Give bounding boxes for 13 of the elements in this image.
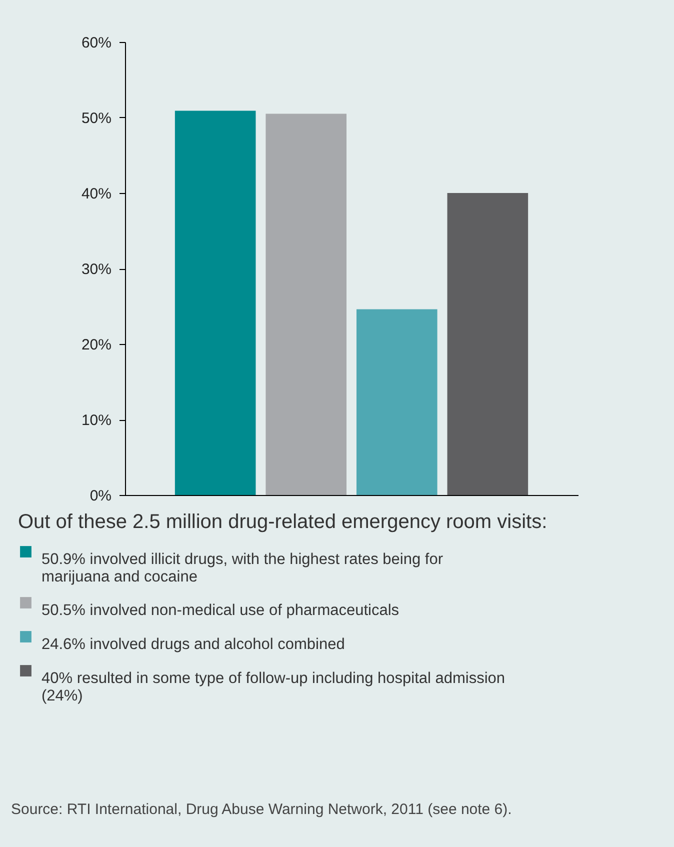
legend-label: 50.9% involved illicit drugs, with the highest rates being for marijuana and cocaine [42,550,443,586]
y-tick-label: 40% [81,186,112,202]
y-tick-label: 0% [90,488,112,504]
legend-title: Out of these 2.5 million drug-related emergency room visits: [18,511,548,533]
y-tick-label: 50% [81,110,112,127]
source-note: Source: RTI International, Drug Abuse Warning Network, 2011 (see note 6). [11,801,512,818]
legend-label: 50.5% involved non-medical use of pharmaceuticals [42,602,400,619]
legend-label: 24.6% involved drugs and alcohol combined [42,636,345,653]
y-tick-label: 20% [81,336,112,354]
legend-label: 40% resulted in some type of follow-up including hospital admission (24%) [42,670,506,704]
y-tick-label: 30% [81,261,112,278]
y-tick-label: 60% [81,34,112,52]
y-tick-label: 10% [81,412,112,429]
